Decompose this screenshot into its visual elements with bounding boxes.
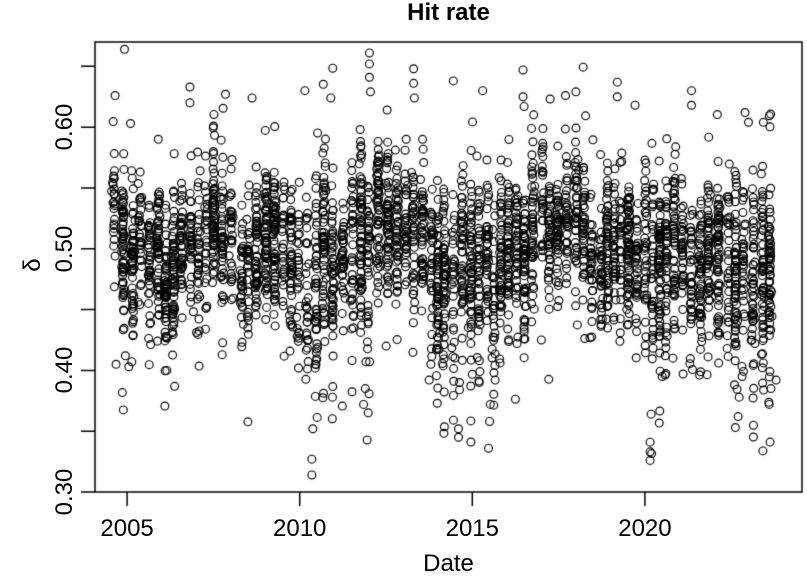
- y-tick-label: 0.60: [51, 103, 78, 151]
- y-tick-label: 0.40: [51, 347, 78, 394]
- x-tick-label: 2020: [618, 515, 672, 542]
- x-axis-label: Date: [423, 550, 474, 577]
- chart-title: Hit rate: [407, 0, 490, 26]
- x-tick-label: 2005: [100, 515, 154, 542]
- y-tick-label: 0.50: [51, 225, 78, 273]
- x-tick-label: 2010: [273, 515, 327, 542]
- y-tick-label: 0.30: [51, 468, 78, 516]
- x-tick-label: 2015: [445, 515, 499, 542]
